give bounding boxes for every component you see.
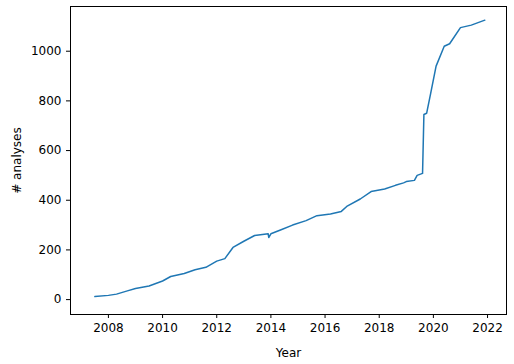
svg-text:2020: 2020	[418, 321, 449, 335]
svg-text:2010: 2010	[147, 321, 178, 335]
svg-text:2018: 2018	[364, 321, 395, 335]
svg-text:2014: 2014	[256, 321, 287, 335]
svg-text:2008: 2008	[93, 321, 124, 335]
svg-text:2022: 2022	[472, 321, 503, 335]
svg-text:2012: 2012	[201, 321, 232, 335]
svg-text:Year: Year	[275, 346, 301, 360]
svg-text:400: 400	[39, 193, 62, 207]
svg-text:200: 200	[39, 243, 62, 257]
svg-text:# analyses: # analyses	[10, 127, 24, 194]
svg-text:600: 600	[39, 143, 62, 157]
svg-text:0: 0	[54, 292, 62, 306]
svg-text:1000: 1000	[31, 44, 62, 58]
svg-text:800: 800	[39, 94, 62, 108]
svg-text:2016: 2016	[310, 321, 341, 335]
